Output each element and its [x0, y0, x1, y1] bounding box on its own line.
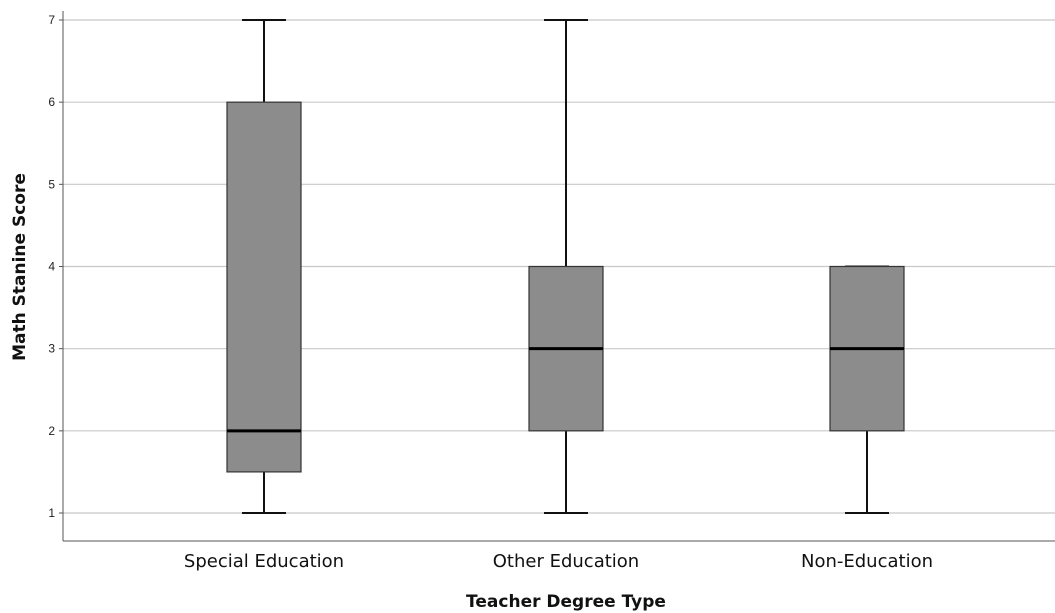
- box-2: [528, 19, 604, 514]
- iqr-box: [226, 101, 302, 473]
- box-1: [226, 19, 302, 514]
- x-tick-label-1: Special Education: [184, 551, 344, 572]
- box-3: [829, 265, 905, 514]
- y-tick-label-6: 6: [48, 95, 55, 109]
- boxes: [226, 19, 905, 514]
- y-tick-label-4: 4: [48, 260, 55, 274]
- y-tick-label-7: 7: [48, 13, 55, 27]
- y-tick-label-1: 1: [48, 506, 55, 520]
- category-labels: Special Education Other Education Non-Educ…: [184, 551, 933, 572]
- y-tick-label-2: 2: [48, 424, 55, 438]
- y-axis-title: Math Stanine Score: [10, 173, 30, 361]
- y-tick-label-5: 5: [48, 177, 55, 191]
- y-tick-labels: 1 2 3 4 5 6 7: [48, 13, 55, 520]
- x-axis-title: Teacher Degree Type: [466, 592, 666, 612]
- y-tick-label-3: 3: [48, 342, 55, 356]
- x-tick-label-2: Other Education: [493, 551, 639, 572]
- axes: [62, 11, 1055, 542]
- x-tick-label-3: Non-Education: [801, 551, 933, 572]
